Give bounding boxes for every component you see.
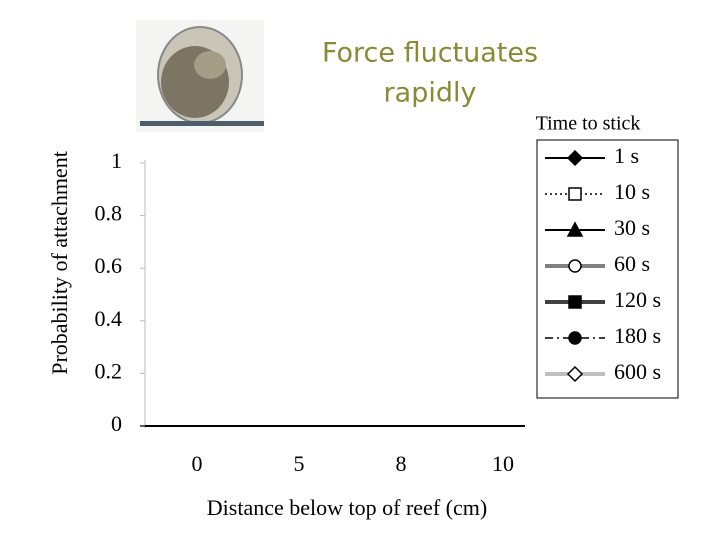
marker [566, 221, 584, 237]
title-line: Force fluctuates [322, 38, 538, 69]
y-tick-label: 0.8 [95, 201, 123, 226]
marker [568, 295, 582, 309]
y-tick-label: 1 [111, 148, 122, 173]
y-tick-label: 0.4 [95, 306, 123, 331]
marker [568, 187, 582, 201]
marker [568, 331, 582, 345]
x-axis-label: Distance below top of reef (cm) [207, 495, 487, 520]
y-tick-label: 0 [111, 411, 122, 436]
legend-title: Time to stick [536, 113, 641, 135]
x-tick-label: 5 [294, 451, 305, 476]
larva-image [136, 20, 264, 132]
y-tick-label: 0.6 [95, 253, 123, 278]
marker [566, 365, 584, 383]
legend-box [536, 139, 679, 399]
x-tick-label: 10 [492, 451, 514, 476]
legend-label: 180 s [614, 323, 661, 348]
legend-label: 120 s [614, 287, 661, 312]
x-tick-label: 0 [192, 451, 203, 476]
marker [568, 259, 582, 273]
legend-label: 30 s [614, 215, 650, 240]
x-tick-label: 8 [396, 451, 407, 476]
legend-label: 60 s [614, 251, 650, 276]
y-tick-label: 0.2 [95, 358, 123, 383]
legend-label: 10 s [614, 179, 650, 204]
legend-label: 600 s [614, 359, 661, 384]
marker [566, 149, 584, 167]
legend-label: 1 s [614, 143, 639, 168]
y-axis-label: Probability of attachment [47, 151, 72, 375]
chart-title: rapidly [384, 78, 477, 109]
